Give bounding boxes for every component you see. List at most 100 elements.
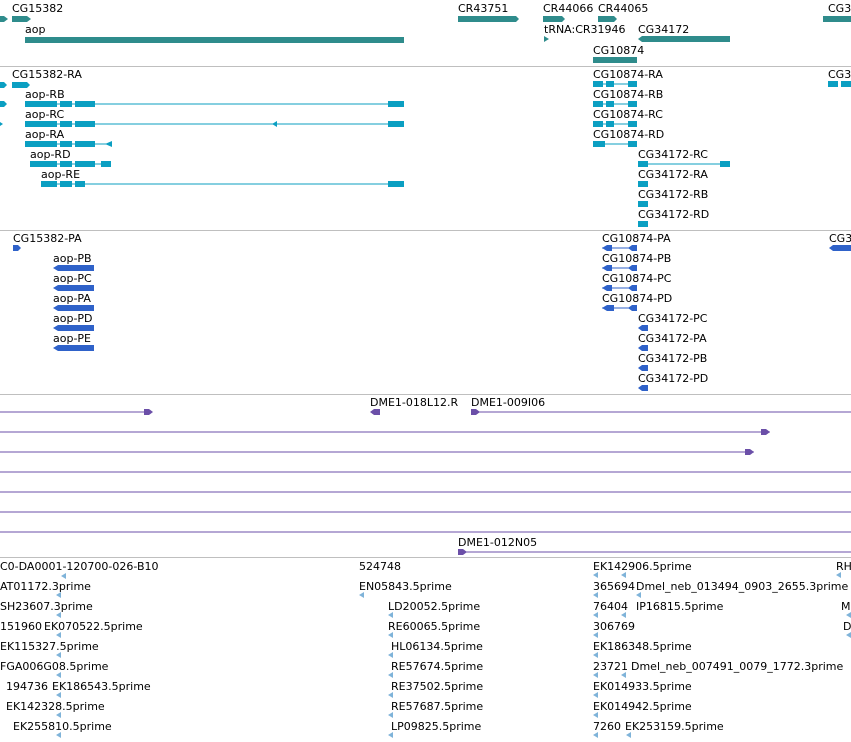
gene-glyph: [0, 16, 8, 22]
protein-label[interactable]: aop-PC: [53, 272, 92, 285]
est-label[interactable]: EK014942.5prime: [593, 700, 692, 713]
genes-glyphs: [0, 16, 851, 63]
protein-label[interactable]: aop-PA: [53, 292, 91, 305]
protein-label[interactable]: CG10874-PA: [602, 232, 671, 245]
track-separator: [0, 394, 851, 395]
est-label[interactable]: 194736: [6, 680, 48, 693]
transcript-label[interactable]: CG34172-RD: [638, 208, 710, 221]
transcript-label[interactable]: aop-RA: [25, 128, 65, 141]
est-label[interactable]: M: [841, 600, 851, 613]
est-label[interactable]: D: [843, 620, 851, 633]
transcript-label[interactable]: aop-RE: [41, 168, 81, 181]
est-glyphs: [56, 572, 851, 738]
est-label[interactable]: RE57687.5prime: [391, 700, 484, 713]
clones-track: DME1-018L12.R DME1-009I06 DME1-012N05: [0, 395, 851, 557]
est-label[interactable]: HL06134.5prime: [391, 640, 483, 653]
est-label[interactable]: LP09825.5prime: [391, 720, 482, 733]
gene-glyph: [458, 16, 519, 22]
protein-label[interactable]: CG34172-PC: [638, 312, 708, 325]
transcript-label[interactable]: CG3: [828, 68, 851, 81]
gene-glyph: [543, 16, 565, 22]
est-label[interactable]: EK115327.5prime: [0, 640, 99, 653]
protein-label[interactable]: CG10874-PB: [602, 252, 672, 265]
protein-label[interactable]: CG15382-PA: [13, 232, 82, 245]
protein-label[interactable]: CG34172-PA: [638, 332, 707, 345]
est-label[interactable]: 23721: [593, 660, 628, 673]
gene-label[interactable]: CR44066: [543, 2, 594, 15]
gene-label[interactable]: tRNA:CR31946: [544, 23, 626, 36]
est-label[interactable]: 365694: [593, 580, 635, 593]
est-label[interactable]: RE37502.5prime: [391, 680, 484, 693]
protein-label[interactable]: CG34172-PB: [638, 352, 708, 365]
gene-glyph-aop: [25, 37, 404, 43]
clone-label[interactable]: DME1-018L12.R: [370, 396, 459, 409]
est-label[interactable]: FGA006G08.5prime: [0, 660, 109, 673]
genes-track: CG15382 CR43751 CR44066 CR44065 CG3 aop …: [0, 0, 851, 66]
est-label[interactable]: EK142906.5prime: [593, 560, 692, 573]
gene-glyph: [823, 16, 851, 22]
protein-label[interactable]: aop-PD: [53, 312, 93, 325]
transcript-label[interactable]: CG10874-RA: [593, 68, 663, 81]
est-label[interactable]: RE57674.5prime: [391, 660, 484, 673]
gene-glyph: [598, 16, 617, 22]
track-separator: [0, 66, 851, 67]
transcript-label[interactable]: aop-RB: [25, 88, 65, 101]
protein-label[interactable]: CG3: [829, 232, 851, 245]
est-label[interactable]: SH23607.3prime: [0, 600, 93, 613]
gene-glyph: [593, 57, 637, 63]
proteins-glyphs: [13, 245, 851, 391]
est-label[interactable]: IP16815.5prime: [636, 600, 724, 613]
clone-label[interactable]: DME1-012N05: [458, 536, 538, 549]
est-label[interactable]: C0-DA0001-120700-026-B10: [0, 560, 159, 573]
est-label[interactable]: EK014933.5prime: [593, 680, 692, 693]
est-label[interactable]: EK070522.5prime: [44, 620, 143, 633]
gene-glyph: [12, 16, 31, 22]
gene-label[interactable]: CG10874: [593, 44, 645, 57]
clone-label[interactable]: DME1-009I06: [471, 396, 546, 409]
gene-label[interactable]: aop: [25, 23, 46, 36]
est-label[interactable]: 7260: [593, 720, 621, 733]
est-label[interactable]: RE60065.5prime: [388, 620, 481, 633]
transcript-label[interactable]: CG15382-RA: [12, 68, 82, 81]
protein-label[interactable]: CG10874-PC: [602, 272, 672, 285]
est-label[interactable]: EK253159.5prime: [625, 720, 724, 733]
protein-label[interactable]: CG34172-PD: [638, 372, 709, 385]
gene-label[interactable]: CR43751: [458, 2, 509, 15]
gene-glyph: [638, 36, 730, 42]
est-label[interactable]: EK186348.5prime: [593, 640, 692, 653]
transcript-label[interactable]: CG34172-RB: [638, 188, 709, 201]
est-label[interactable]: 524748: [359, 560, 401, 573]
est-label[interactable]: EK186543.5prime: [52, 680, 151, 693]
est-label[interactable]: 76404: [593, 600, 628, 613]
est-label[interactable]: 306769: [593, 620, 635, 633]
est-label[interactable]: 151960: [0, 620, 42, 633]
transcript-label[interactable]: CG10874-RC: [593, 108, 663, 121]
transcripts-glyphs: [0, 81, 851, 227]
gene-label[interactable]: CR44065: [598, 2, 649, 15]
transcript-label[interactable]: aop-RC: [25, 108, 65, 121]
est-label[interactable]: EN05843.5prime: [359, 580, 452, 593]
transcript-label[interactable]: CG34172-RC: [638, 148, 708, 161]
est-label[interactable]: EK255810.5prime: [13, 720, 112, 733]
est-label[interactable]: Dmel_neb_007491_0079_1772.3prime: [631, 660, 844, 673]
est-track: C0-DA0001-120700-026-B10 524748 EK142906…: [0, 558, 851, 742]
track-separator: [0, 557, 851, 558]
protein-label[interactable]: aop-PB: [53, 252, 92, 265]
est-label[interactable]: RH: [836, 560, 851, 573]
transcript-label[interactable]: CG10874-RB: [593, 88, 664, 101]
protein-label[interactable]: aop-PE: [53, 332, 92, 345]
clones-glyphs: [0, 409, 851, 555]
est-label[interactable]: EK142328.5prime: [6, 700, 105, 713]
est-label[interactable]: AT01172.3prime: [0, 580, 91, 593]
transcripts-track: CG15382-RA CG10874-RA CG3 aop-RB CG10874…: [0, 67, 851, 230]
gene-label[interactable]: CG3: [828, 2, 851, 15]
gene-label[interactable]: CG15382: [12, 2, 64, 15]
transcript-label[interactable]: aop-RD: [30, 148, 71, 161]
transcript-label[interactable]: CG10874-RD: [593, 128, 665, 141]
gene-label[interactable]: CG34172: [638, 23, 690, 36]
proteins-track: CG15382-PA CG10874-PA CG3 aop-PB CG10874…: [0, 231, 851, 394]
est-label[interactable]: Dmel_neb_013494_0903_2655.3prime: [636, 580, 849, 593]
est-label[interactable]: LD20052.5prime: [388, 600, 481, 613]
transcript-label[interactable]: CG34172-RA: [638, 168, 708, 181]
protein-label[interactable]: CG10874-PD: [602, 292, 673, 305]
